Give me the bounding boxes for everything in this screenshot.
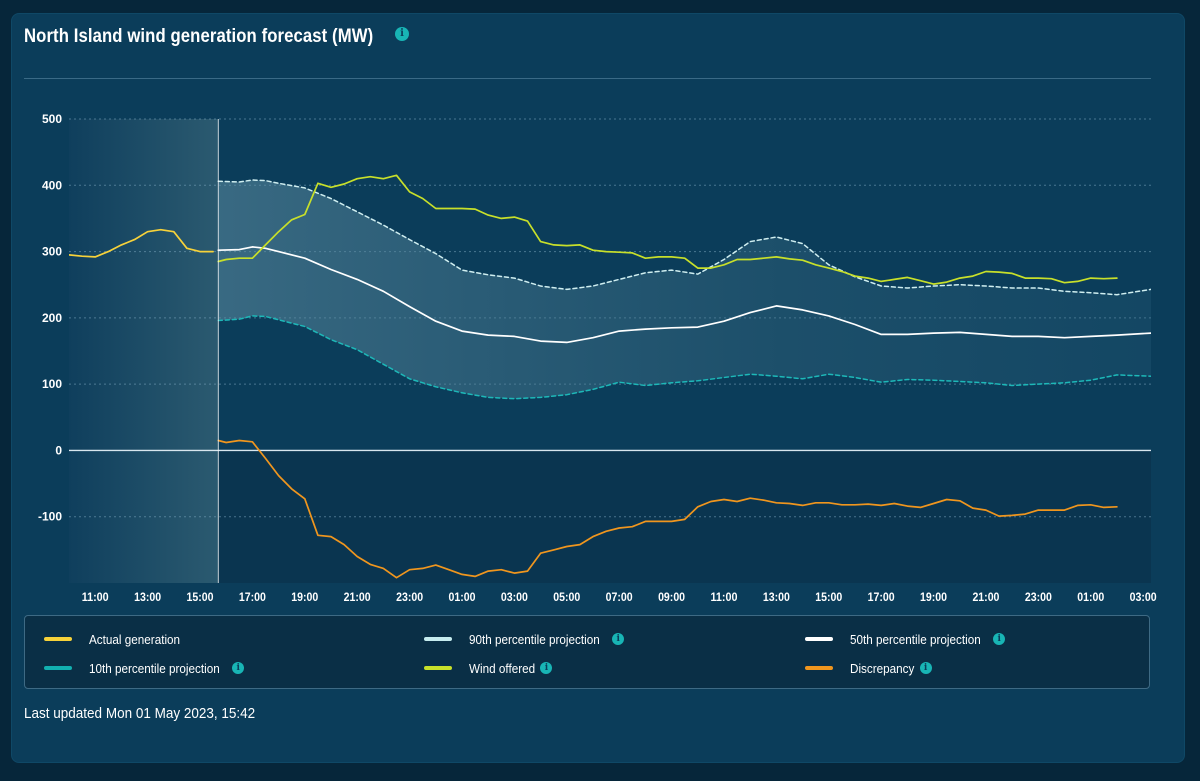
legend-label: Wind offered — [469, 660, 536, 676]
y-tick-label: 500 — [42, 112, 62, 126]
x-tick-label: 17:00 — [239, 590, 266, 604]
x-tick-label: 09:00 — [658, 590, 685, 604]
x-tick-label: 15:00 — [186, 590, 213, 604]
legend-swatch — [44, 666, 72, 670]
x-tick-label: 13:00 — [763, 590, 790, 604]
legend-item-p10[interactable]: 10th percentile projection i — [44, 659, 245, 677]
x-tick-label: 23:00 — [1025, 590, 1052, 604]
projection-band — [218, 180, 1151, 399]
legend-item-actual-generation[interactable]: Actual generation — [44, 630, 190, 648]
chart-title: North Island wind generation forecast (M… — [24, 26, 374, 47]
x-tick-label: 01:00 — [448, 590, 475, 604]
legend-label: Discrepancy — [850, 660, 915, 676]
legend-item-p90[interactable]: 90th percentile projection i — [424, 630, 625, 648]
legend-swatch — [805, 637, 833, 641]
y-tick-label: -100 — [38, 510, 62, 524]
x-tick-label: 23:00 — [396, 590, 423, 604]
x-tick-label: 11:00 — [710, 590, 737, 604]
legend-item-wind-offered[interactable]: Wind offered i — [424, 659, 553, 677]
y-axis: 500 400 300 200 100 0 -100 — [38, 112, 62, 524]
y-tick-label: 300 — [42, 245, 62, 259]
info-icon[interactable]: i — [232, 662, 245, 674]
x-tick-label: 17:00 — [868, 590, 895, 604]
legend-item-p50[interactable]: 50th percentile projection i — [805, 630, 1006, 648]
legend-label: 50th percentile projection — [850, 631, 981, 647]
legend: Actual generation 90th percentile projec… — [24, 615, 1150, 689]
last-updated: Last updated Mon 01 May 2023, 15:42 — [24, 705, 256, 722]
p10-line — [217, 315, 1151, 400]
y-tick-label: 400 — [42, 178, 62, 192]
x-axis: 11:00 13:00 15:00 17:00 19:00 21:00 23:00 01:00… — [82, 590, 1157, 604]
percentile-band — [218, 180, 1151, 399]
wind-offered-line — [217, 174, 1118, 285]
x-tick-label: 07:00 — [606, 590, 633, 604]
actual-generation-line — [69, 228, 214, 258]
legend-item-discrepancy[interactable]: Discrepancy i — [805, 659, 932, 677]
title-divider — [24, 78, 1151, 79]
legend-swatch — [805, 666, 833, 670]
info-icon[interactable]: i — [993, 633, 1006, 645]
info-icon[interactable]: i — [612, 633, 625, 645]
x-tick-label: 19:00 — [291, 590, 318, 604]
x-tick-label: 05:00 — [553, 590, 580, 604]
y-tick-label: 0 — [55, 443, 62, 457]
x-tick-label: 15:00 — [815, 590, 842, 604]
info-icon[interactable]: i — [540, 662, 553, 674]
x-tick-label: 03:00 — [1130, 590, 1157, 604]
x-tick-label: 01:00 — [1077, 590, 1104, 604]
legend-swatch — [424, 637, 452, 641]
info-icon[interactable]: i — [395, 27, 409, 41]
series-lines — [69, 174, 1151, 579]
legend-label: Actual generation — [89, 631, 181, 647]
x-tick-label: 11:00 — [82, 590, 109, 604]
legend-label: 10th percentile projection — [89, 660, 220, 676]
info-icon[interactable]: i — [919, 662, 932, 674]
p90-line — [217, 179, 1151, 296]
y-tick-label: 200 — [42, 311, 62, 325]
y-tick-label: 100 — [42, 377, 62, 391]
legend-swatch — [424, 666, 452, 670]
x-tick-label: 03:00 — [501, 590, 528, 604]
legend-label: 90th percentile projection — [469, 631, 600, 647]
x-tick-label: 13:00 — [134, 590, 161, 604]
p50-line — [217, 246, 1151, 344]
x-tick-label: 19:00 — [920, 590, 947, 604]
x-tick-label: 21:00 — [344, 590, 371, 604]
legend-swatch — [44, 637, 72, 641]
history-shading — [69, 119, 219, 583]
discrepancy-line — [217, 439, 1118, 579]
x-tick-label: 21:00 — [972, 590, 999, 604]
